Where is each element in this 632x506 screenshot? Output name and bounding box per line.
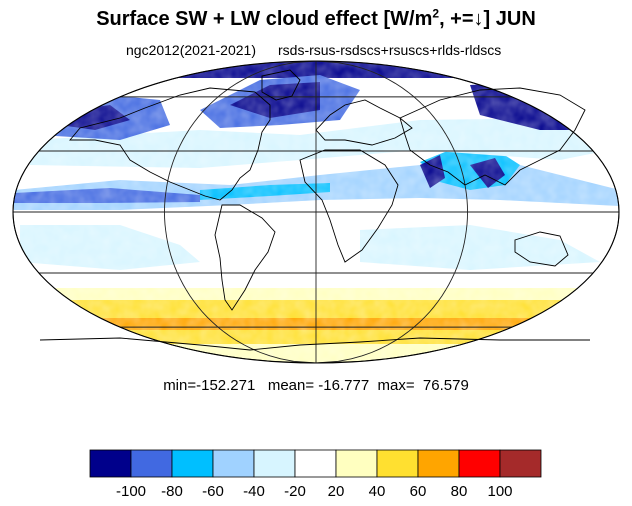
coast-south-america xyxy=(214,204,276,311)
coast-north-america xyxy=(69,87,271,201)
coast-europe xyxy=(315,99,413,146)
meridian-90 xyxy=(315,60,468,364)
colorbar-box-8 xyxy=(417,449,460,478)
coast-africa xyxy=(299,149,399,263)
colorbar-label-5: 20 xyxy=(328,483,345,500)
colorbar-box-1 xyxy=(130,449,173,478)
colorbar-label-1: -80 xyxy=(161,483,183,500)
subtitle-variables: rsds-rsus-rsdscs+rsuscs+rlds-rldscs xyxy=(278,42,502,58)
coast-antarctica xyxy=(39,337,590,351)
colorbar-box-4 xyxy=(253,449,296,478)
figure-title: Surface SW + LW cloud effect [W/m2, +=↓]… xyxy=(96,6,536,30)
colorbar-label-2: -60 xyxy=(202,483,224,500)
coast-australia xyxy=(514,231,569,267)
colorbar-box-6 xyxy=(335,449,378,478)
colorbar-label-6: 40 xyxy=(369,483,386,500)
colorbar-box-7 xyxy=(376,449,419,478)
subtitle-experiment: ngc2012(2021-2021) xyxy=(126,42,256,58)
coast-asia xyxy=(399,87,586,186)
colorbar-box-0 xyxy=(89,449,132,478)
meridian--90 xyxy=(164,60,317,364)
colorbar-label-0: -100 xyxy=(116,483,146,500)
colorbar-label-9: 100 xyxy=(487,483,512,500)
colorbar-label-7: 60 xyxy=(410,483,427,500)
globe-outline xyxy=(12,60,620,364)
colorbar-box-10 xyxy=(499,449,542,478)
coastlines xyxy=(39,69,590,351)
colorbar-box-9 xyxy=(458,449,501,478)
coast-greenland xyxy=(261,69,301,101)
colorbar-label-8: 80 xyxy=(451,483,468,500)
colorbar-box-5 xyxy=(294,449,337,478)
colorbar-label-3: -40 xyxy=(243,483,265,500)
colorbar-box-3 xyxy=(212,449,255,478)
colorbar-box-2 xyxy=(171,449,214,478)
colorbar-label-4: -20 xyxy=(284,483,306,500)
summary-stats: min=-152.271 mean= -16.777 max= 76.579 xyxy=(163,377,469,394)
